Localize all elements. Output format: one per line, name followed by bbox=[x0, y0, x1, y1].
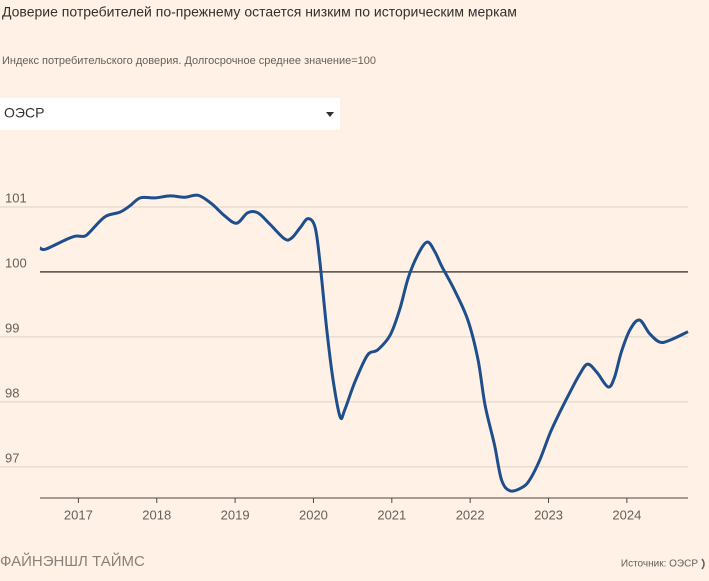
x-tick-label: 2018 bbox=[142, 507, 171, 522]
x-tick-label: 2023 bbox=[534, 507, 563, 522]
source: Источник: ОЭСР bbox=[621, 559, 698, 570]
chart-title: Доверие потребителей по-прежнему остаетс… bbox=[2, 4, 517, 20]
y-tick-label: 97 bbox=[5, 450, 19, 465]
x-tick-label: 2020 bbox=[299, 507, 328, 522]
x-tick-label: 2022 bbox=[456, 507, 485, 522]
x-tick-label: 2024 bbox=[612, 507, 641, 522]
y-tick-label: 99 bbox=[5, 320, 19, 335]
y-tick-label: 98 bbox=[5, 385, 19, 400]
x-tick-label: 2019 bbox=[221, 507, 250, 522]
y-tick-label: 100 bbox=[5, 255, 27, 270]
dropdown[interactable] bbox=[0, 98, 340, 130]
y-tick-label: 101 bbox=[5, 190, 27, 205]
x-tick-label: 2017 bbox=[64, 507, 93, 522]
dropdown-caret[interactable] bbox=[326, 112, 334, 117]
dropdown-label[interactable]: ОЭСР bbox=[4, 105, 44, 121]
series-line bbox=[39, 193, 689, 493]
source-icon bbox=[701, 558, 705, 570]
x-tick-label: 2021 bbox=[377, 507, 406, 522]
chart-subtitle: Индекс потребительского доверия. Долгоср… bbox=[2, 55, 376, 67]
brand: ФАЙНЭНШЛ ТАЙМС bbox=[0, 552, 145, 570]
